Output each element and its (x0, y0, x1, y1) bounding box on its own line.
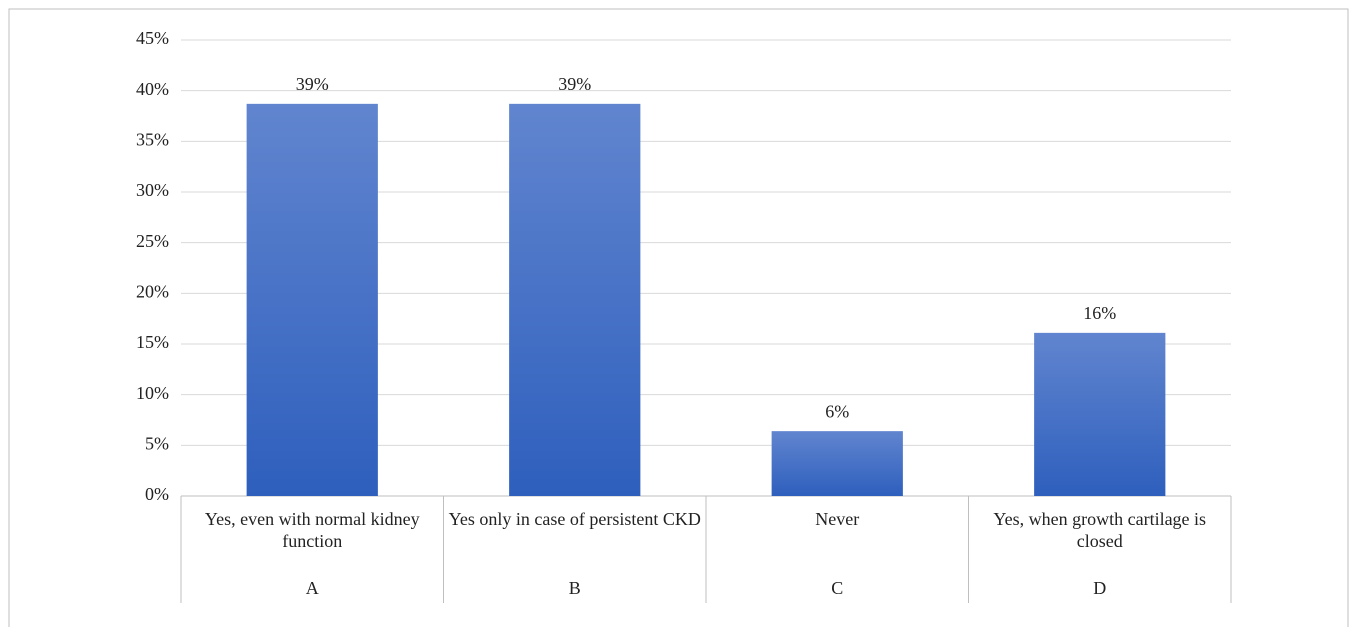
category-description-text: Never (815, 509, 860, 529)
data-label: 39% (296, 74, 329, 94)
y-tick-label: 30% (136, 180, 169, 200)
category-description-text: Yes, even with normal kidney function (204, 509, 420, 551)
category-description: Yes only in case of persistent CKD (448, 509, 701, 529)
x-tick-label: D (1093, 578, 1106, 598)
data-label: 16% (1083, 303, 1116, 323)
y-tick-label: 35% (136, 129, 169, 149)
x-tick-label: C (831, 578, 843, 598)
category-description-text: Yes only in case of persistent CKD (448, 509, 701, 529)
category-description: Yes, when growth cartilage is closed (993, 509, 1207, 551)
bar (1034, 332, 1166, 496)
bar (509, 103, 641, 496)
y-tick-label: 20% (136, 281, 169, 301)
x-tick-label: B (569, 578, 581, 598)
category-description-text: Yes, when growth cartilage is closed (993, 509, 1207, 551)
y-tick-label: 5% (145, 433, 169, 453)
x-tick-label: A (306, 578, 319, 598)
category-description: Yes, even with normal kidney function (204, 509, 420, 551)
data-label: 6% (825, 401, 849, 421)
frame (8, 8, 1349, 627)
bar (246, 103, 378, 496)
y-tick-label: 0% (145, 484, 169, 504)
y-tick-label: 10% (136, 383, 169, 403)
y-tick-label: 40% (136, 79, 169, 99)
y-tick-label: 15% (136, 332, 169, 352)
y-tick-label: 45% (136, 28, 169, 48)
y-tick-label: 25% (136, 231, 169, 251)
bar (771, 431, 903, 496)
data-label: 39% (558, 74, 591, 94)
category-description: Never (815, 509, 860, 529)
